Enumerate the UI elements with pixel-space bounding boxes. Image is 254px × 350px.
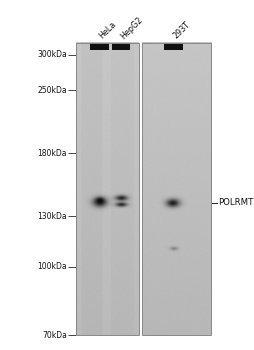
Bar — [164, 43, 183, 49]
Text: 100kDa: 100kDa — [37, 262, 67, 271]
Bar — [142, 43, 211, 335]
Text: 70kDa: 70kDa — [42, 331, 67, 340]
Text: 300kDa: 300kDa — [37, 50, 67, 60]
Text: HeLa: HeLa — [97, 20, 118, 41]
Text: HepG2: HepG2 — [119, 15, 145, 41]
Bar — [76, 43, 139, 335]
Bar — [90, 43, 109, 49]
Text: 250kDa: 250kDa — [37, 85, 67, 94]
Text: 180kDa: 180kDa — [37, 149, 67, 158]
Text: POLRMT: POLRMT — [218, 198, 253, 207]
Bar — [112, 43, 131, 49]
Text: 130kDa: 130kDa — [37, 211, 67, 220]
Text: 293T: 293T — [171, 20, 192, 41]
